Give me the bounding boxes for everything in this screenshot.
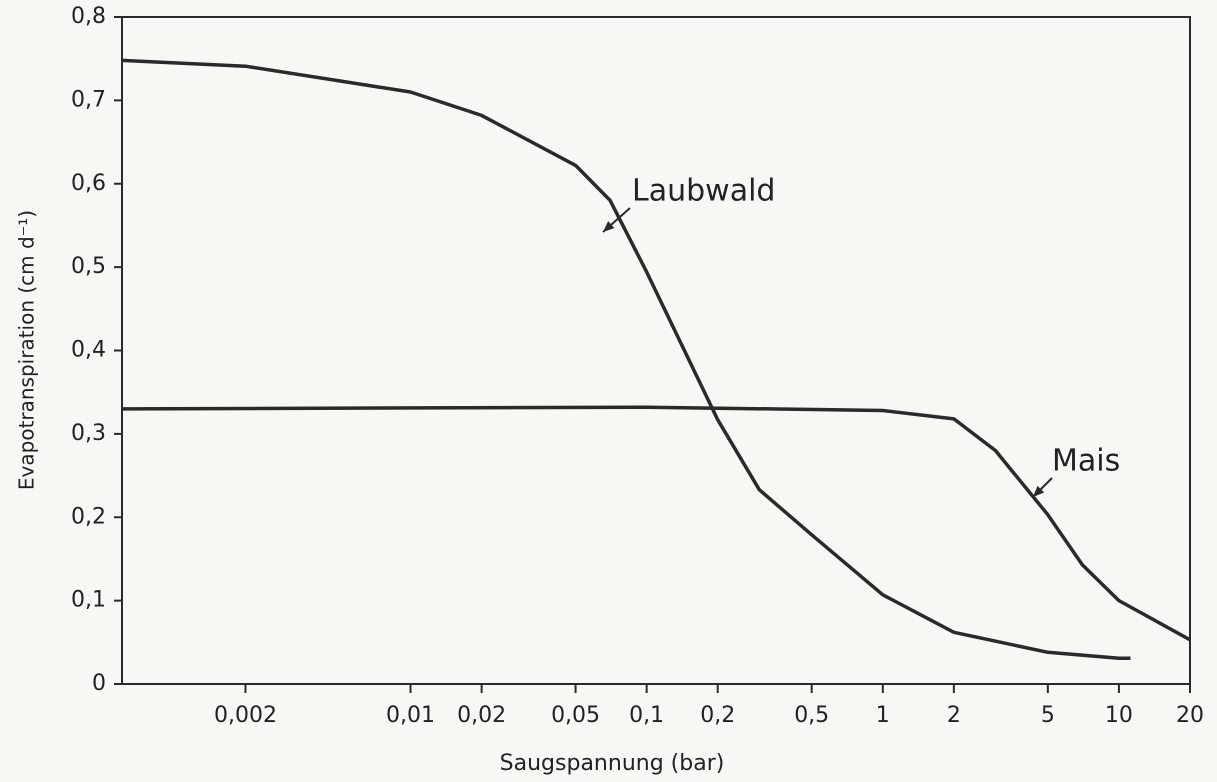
x-tick-label: 20 (1176, 703, 1204, 728)
y-tick-label: 0,6 (71, 171, 106, 196)
y-tick-label: 0,1 (71, 588, 106, 613)
series-line (121, 58, 1131, 660)
y-tick-label: 0 (92, 671, 106, 696)
x-tick-label: 0,5 (794, 703, 829, 728)
x-tick-label: 0,002 (214, 703, 277, 728)
y-tick-label: 0,7 (71, 87, 106, 112)
x-tick-label: 0,05 (551, 703, 600, 728)
y-tick-label: 0,5 (71, 254, 106, 279)
y-tick-label: 0,2 (71, 504, 106, 529)
x-tick-label: 0,1 (629, 703, 664, 728)
plot-frame (121, 16, 1191, 685)
x-tick-label: 1 (876, 703, 890, 728)
series-label: Laubwald (632, 174, 775, 209)
y-tick-label: 0,3 (71, 421, 106, 446)
x-tick-label: 0,02 (457, 703, 506, 728)
y-tick-label: 0,8 (71, 4, 106, 29)
series-line (121, 405, 1191, 642)
x-axis-label: Saugspannung (bar) (500, 751, 725, 776)
x-tick-label: 10 (1105, 703, 1133, 728)
arrow-head (1033, 485, 1045, 497)
x-tick-label: 0,01 (386, 703, 435, 728)
x-tick-label: 0,2 (700, 703, 735, 728)
x-tick-label: 2 (947, 703, 961, 728)
arrow-head (603, 221, 615, 232)
x-tick-label: 5 (1041, 703, 1055, 728)
series-label: Mais (1052, 444, 1120, 479)
y-axis-label: Evapotranspiration (cm d⁻¹) (15, 210, 39, 490)
y-tick-label: 0,4 (71, 338, 106, 363)
